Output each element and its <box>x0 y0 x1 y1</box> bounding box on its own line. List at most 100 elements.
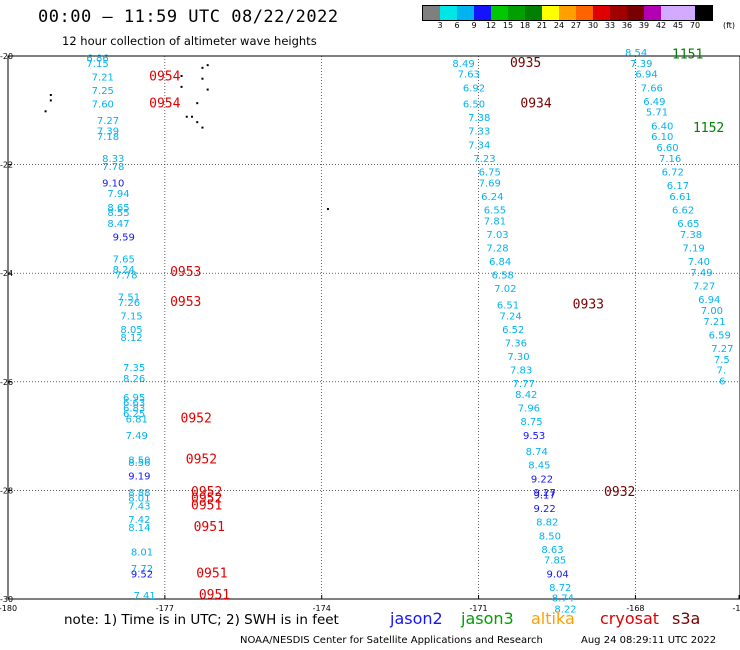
y-tick-label: -30 <box>0 595 13 604</box>
wave-height-label: 7.30 <box>507 352 529 363</box>
wave-height-label: 7.19 <box>682 243 704 254</box>
pass-time-label: 0954 <box>149 69 180 84</box>
wave-height-label: 9.22 <box>531 474 553 485</box>
wave-height-label: 8.82 <box>536 518 558 529</box>
pass-time-label: 0951 <box>194 520 225 535</box>
wave-height-label: 8.50 <box>128 455 150 466</box>
wave-height-label: 8.74 <box>526 447 548 458</box>
wave-height-label: 7.15 <box>86 59 108 70</box>
legend-swatch <box>576 6 593 20</box>
wave-height-label: 6.83 <box>123 404 145 415</box>
pass-time-label: 0932 <box>604 485 635 500</box>
island-marker <box>196 102 199 105</box>
wave-height-label: 8.01 <box>128 493 150 504</box>
wave-height-label: 7.39 <box>97 127 119 138</box>
y-tick-label: -26 <box>0 378 13 387</box>
legend-tick-label: 70 <box>689 21 701 30</box>
wave-height-label: 8.55 <box>107 208 129 219</box>
legend-swatch <box>508 6 525 20</box>
wave-height-label: 9.17 <box>533 491 555 502</box>
wave-height-label: 8.54 <box>625 48 647 59</box>
wave-height-label: 8.50 <box>539 531 561 542</box>
legend-tick-label: 30 <box>587 21 599 30</box>
wave-height-label: 6.72 <box>662 167 684 178</box>
wave-height-label: 7.40 <box>688 257 710 268</box>
wave-height-label: 8.45 <box>528 461 550 472</box>
legend-tick-label: 27 <box>570 21 582 30</box>
pass-time-label: 0951 <box>191 498 222 513</box>
wave-height-label: 6.94 <box>635 70 657 81</box>
island-marker <box>206 88 209 91</box>
legend-swatch <box>644 6 661 20</box>
legend-tick-label: 45 <box>672 21 684 30</box>
wave-height-label: 7.51 <box>118 292 140 303</box>
legend-swatch <box>610 6 627 20</box>
wave-height-label: 8.88 <box>128 488 150 499</box>
island-marker <box>185 115 188 118</box>
wave-height-label: 7.72 <box>131 564 153 575</box>
credit-text: NOAA/NESDIS Center for Satellite Applica… <box>240 635 543 646</box>
wave-height-label: 6.86 <box>86 53 108 64</box>
wave-height-label: 7.28 <box>486 243 508 254</box>
wave-height-label: 6.75 <box>479 167 501 178</box>
wave-height-label: 6.10 <box>651 132 673 143</box>
y-tick-label: -24 <box>0 269 13 278</box>
wave-height-label: 9.27 <box>533 488 555 499</box>
pass-time-label: 0952 <box>191 491 222 506</box>
wave-height-label: 9.52 <box>131 569 153 580</box>
wave-height-label: 8.14 <box>128 523 150 534</box>
legend-swatch <box>491 6 508 20</box>
wave-height-label: 6.65 <box>677 219 699 230</box>
wave-height-label: 7.63 <box>458 70 480 81</box>
wave-height-label: 6.60 <box>656 143 678 154</box>
wave-height-label: 7.21 <box>703 317 725 328</box>
wave-height-label: 7.5 <box>714 355 730 366</box>
plot-frame <box>7 55 740 600</box>
wave-height-label: 7.49 <box>126 431 148 442</box>
pass-time-label: 0951 <box>196 566 227 581</box>
island-marker <box>180 75 183 78</box>
satellite-legend-altika: altika <box>531 609 575 628</box>
island-marker <box>49 99 52 102</box>
legend-swatch <box>542 6 559 20</box>
color-scale-labels: 3 6 9 12 15 18 21 24 27 30 33 36 39 42 45 70 (ft) <box>422 21 740 33</box>
wave-height-label: 9.53 <box>523 431 545 442</box>
wave-height-label: 7.38 <box>468 113 490 124</box>
island-marker <box>326 208 329 211</box>
wave-height-label: 9.19 <box>128 472 150 483</box>
wave-height-label: 7.94 <box>107 189 129 200</box>
wave-height-label: 6.81 <box>126 415 148 426</box>
wave-height-label: 7.81 <box>484 216 506 227</box>
wave-height-label: 8.75 <box>520 417 542 428</box>
legend-swatch <box>474 6 491 20</box>
satellite-legend-cryosat: cryosat <box>600 609 660 628</box>
wave-height-label: 9.59 <box>113 233 135 244</box>
legend-tick-label: 36 <box>621 21 633 30</box>
wave-height-label: 7.16 <box>659 154 681 165</box>
wave-height-label: 6.92 <box>463 83 485 94</box>
wave-height-label: 7.78 <box>102 162 124 173</box>
legend-tick-label: 24 <box>553 21 565 30</box>
wave-height-label: 7.02 <box>494 284 516 295</box>
wave-height-label: 6.50 <box>463 100 485 111</box>
wave-height-label: 6.95 <box>123 393 145 404</box>
island-marker <box>49 94 52 97</box>
legend-swatch <box>559 6 576 20</box>
wave-height-label: 8.01 <box>131 548 153 559</box>
wave-height-label: 7.43 <box>128 501 150 512</box>
x-tick-label: -171 <box>469 604 487 613</box>
island-marker <box>191 115 193 118</box>
wave-height-label: 7.24 <box>499 311 521 322</box>
chart-subtitle: 12 hour collection of altimeter wave hei… <box>62 34 317 48</box>
wave-height-label: 7.41 <box>133 591 155 602</box>
wave-height-label: 8.05 <box>120 325 142 336</box>
wave-height-label: 6 <box>719 377 725 388</box>
legend-tick-label: 15 <box>502 21 514 30</box>
wave-height-label: 9.10 <box>102 178 124 189</box>
legend-swatch <box>525 6 542 20</box>
legend-tick-label: 12 <box>485 21 497 30</box>
island-marker <box>201 126 204 129</box>
island-marker <box>201 66 204 69</box>
pass-time-label: 0933 <box>573 297 604 312</box>
